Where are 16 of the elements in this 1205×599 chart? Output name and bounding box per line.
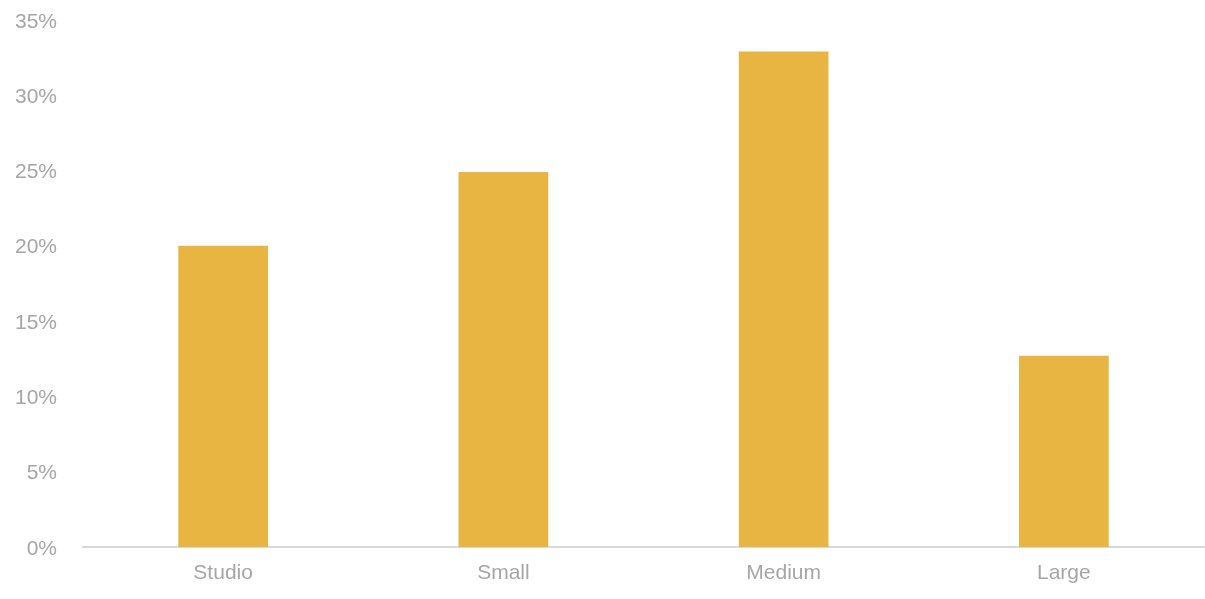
y-tick-label: 30%	[14, 83, 57, 107]
bar	[1019, 355, 1109, 547]
y-tick-label: 25%	[14, 159, 57, 183]
x-tick-label: Large	[1037, 560, 1091, 583]
bar	[178, 245, 268, 547]
y-tick-label: 5%	[26, 460, 57, 484]
y-tick-label: 15%	[14, 309, 57, 333]
x-tick-label: Medium	[746, 560, 821, 583]
x-tick-label: Small	[477, 560, 530, 583]
y-tick-label: 10%	[14, 384, 57, 408]
bar	[458, 172, 549, 547]
y-tick-label: 35%	[14, 8, 57, 32]
x-tick-label: Studio	[193, 560, 253, 583]
y-tick-label: 0%	[26, 535, 57, 559]
bar	[738, 51, 829, 547]
y-tick-label: 20%	[14, 234, 57, 258]
